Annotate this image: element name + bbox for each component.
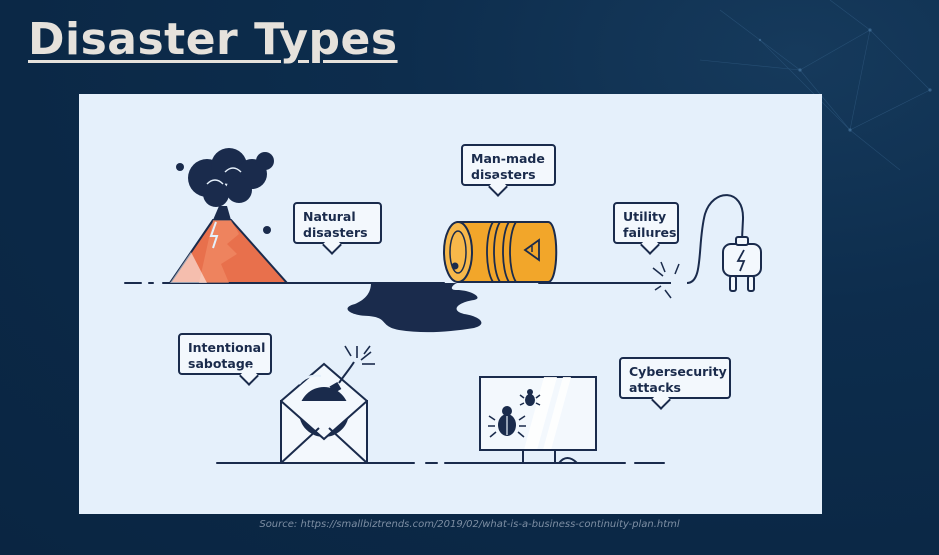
man-made-disasters-label: Man-made disasters	[461, 144, 556, 186]
barrel-icon	[443, 221, 558, 283]
bomb-envelope-icon	[280, 345, 375, 464]
slide-title: Disaster Types	[28, 14, 398, 65]
source-citation: Source: https://smallbiztrends.com/2019/…	[259, 519, 680, 530]
utility-failures-label: Utility failures	[613, 202, 679, 244]
plug-icon	[652, 194, 762, 299]
natural-disasters-label: Natural disasters	[293, 202, 382, 244]
computer-bug-icon	[479, 376, 597, 464]
intentional-sabotage-label: Intentional sabotage	[178, 333, 272, 375]
disaster-illustration: Natural disasters Man-made disasters Uti…	[79, 94, 822, 514]
volcano-icon	[168, 148, 290, 284]
cybersecurity-attacks-label: Cybersecurity attacks	[619, 357, 731, 399]
